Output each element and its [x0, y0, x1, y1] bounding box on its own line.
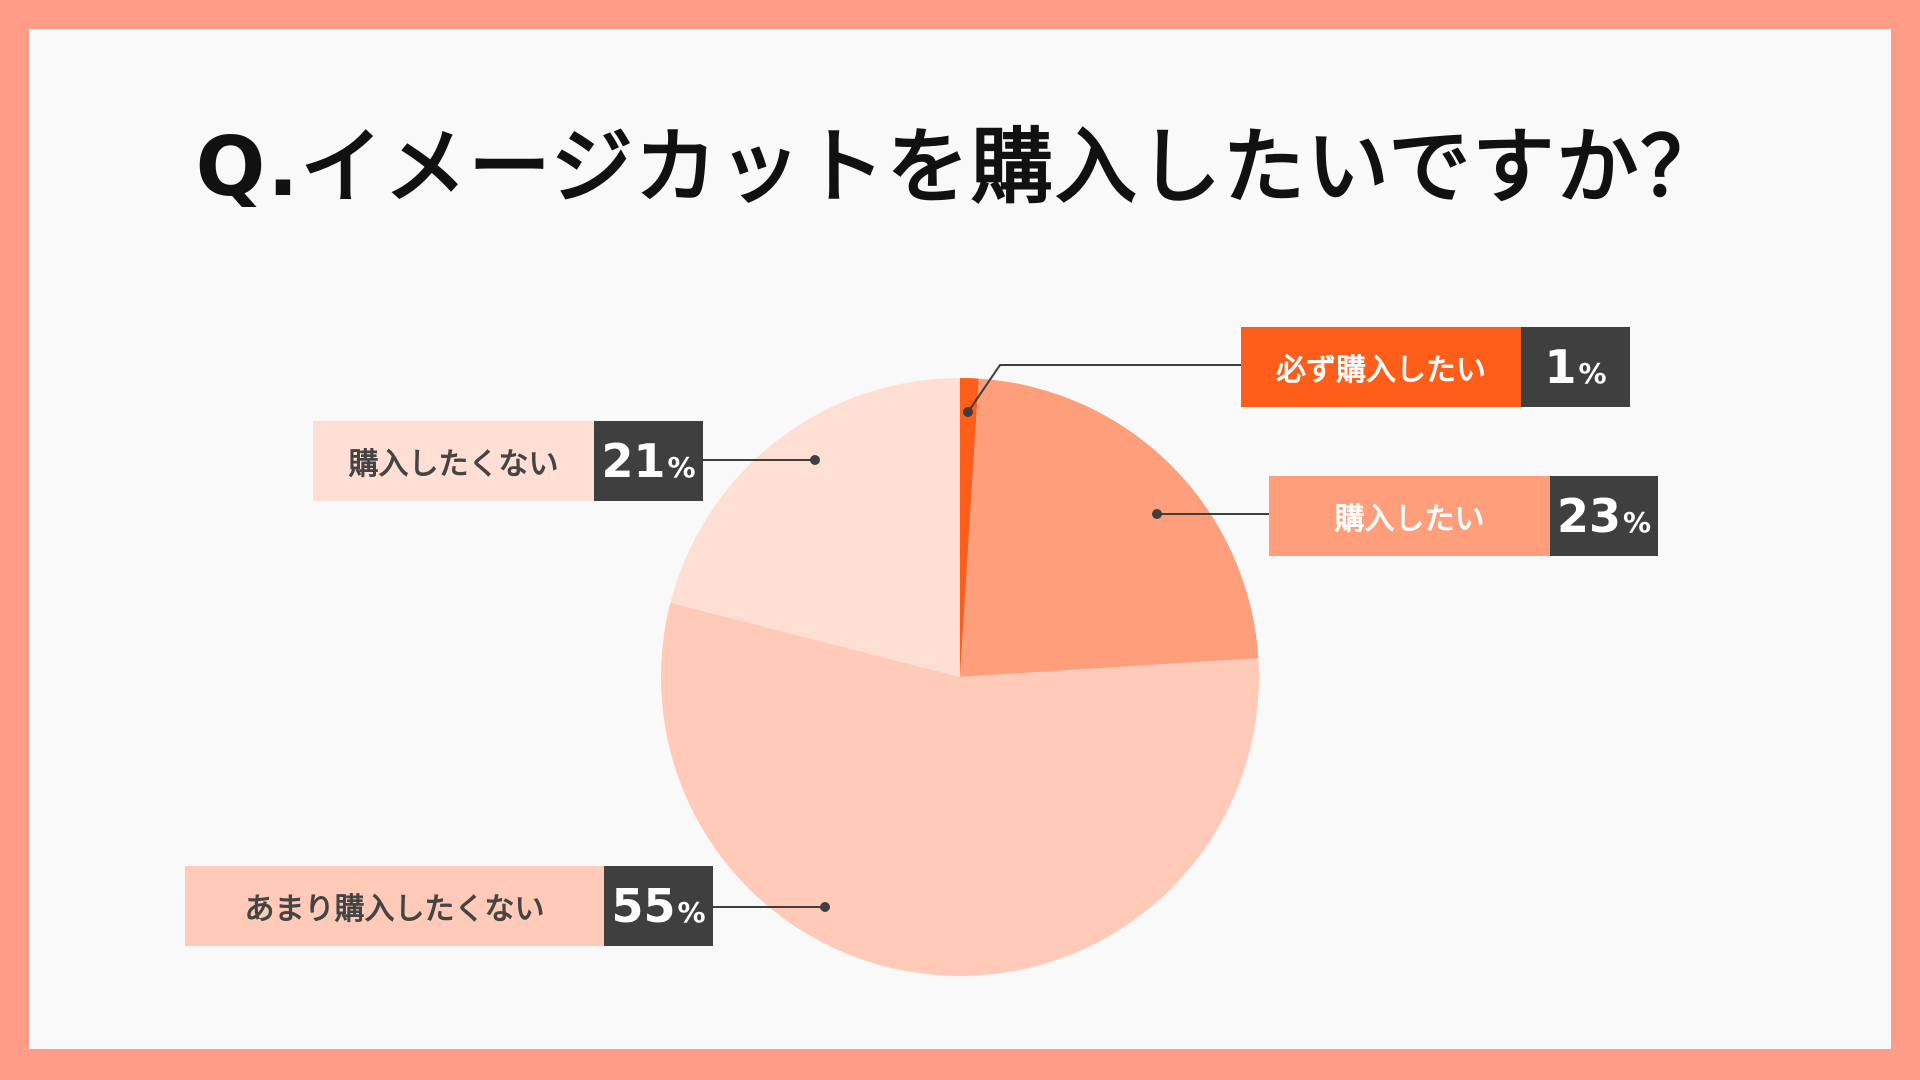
value-number: 23: [1556, 489, 1621, 543]
callout-label: 必ず購入したい: [1241, 327, 1521, 407]
not-really-leader-dot: [820, 902, 830, 912]
pie-slice-2: [661, 602, 1259, 976]
callout-value: 1%: [1521, 327, 1630, 407]
callout-must-buy: 必ず購入したい 1%: [1241, 327, 1630, 407]
callout-label: 購入したい: [1269, 476, 1550, 556]
callout-want-buy: 購入したい 23%: [1269, 476, 1658, 556]
callout-value: 55%: [604, 866, 713, 946]
chart-title: Q.イメージカットを購入したいですか？: [195, 120, 1725, 215]
value-percent-sign: %: [677, 895, 706, 929]
value-number: 21: [601, 434, 666, 488]
callout-label: あまり購入したくない: [185, 866, 604, 946]
value-percent-sign: %: [667, 450, 696, 484]
dont-want-leader-dot: [810, 455, 820, 465]
callout-value: 23%: [1550, 476, 1658, 556]
must-buy-leader-dot: [963, 407, 973, 417]
callout-dont-want: 購入したくない 21%: [313, 421, 703, 501]
callout-value: 21%: [594, 421, 703, 501]
want-buy-leader-dot: [1152, 509, 1162, 519]
pie-slice-0: [960, 378, 979, 677]
callout-not-really: あまり購入したくない 55%: [185, 866, 713, 946]
value-percent-sign: %: [1622, 505, 1652, 539]
pie-slice-3: [670, 378, 960, 677]
pie-slice-1: [960, 378, 1259, 677]
value-percent-sign: %: [1578, 356, 1607, 390]
value-number: 1: [1544, 340, 1577, 394]
callout-label: 購入したくない: [313, 421, 594, 501]
value-number: 55: [611, 879, 676, 933]
must-buy-leader-line: [967, 364, 1241, 413]
